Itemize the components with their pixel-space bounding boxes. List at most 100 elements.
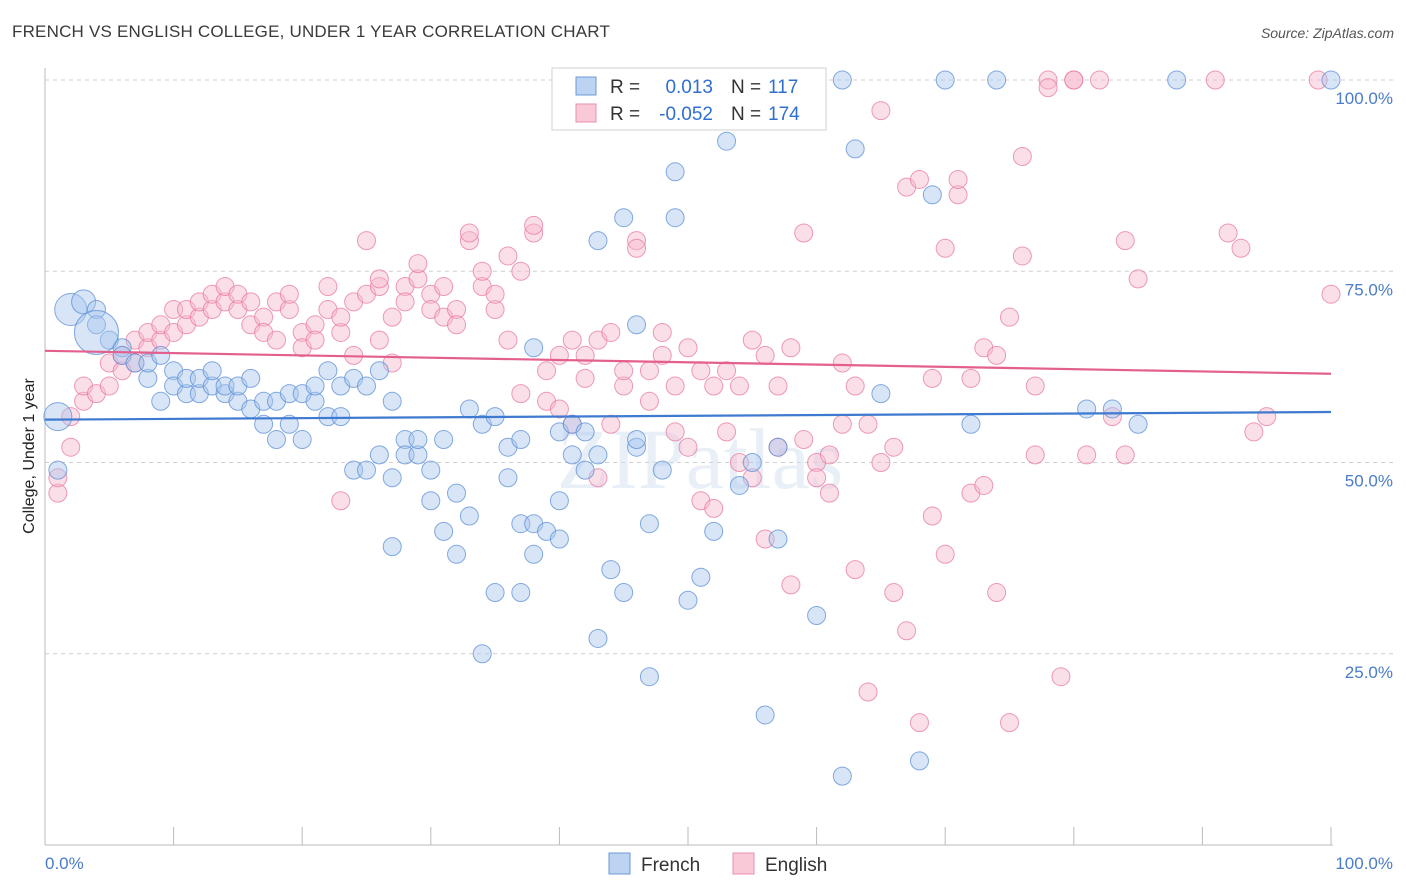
french-point: [73, 309, 119, 355]
english-point: [447, 315, 467, 335]
french-point: [447, 483, 467, 503]
french-point: [382, 537, 402, 557]
english-point: [61, 437, 81, 457]
french-point: [832, 766, 852, 786]
english-point: [575, 368, 595, 388]
english-r-value: -0.052: [659, 104, 713, 125]
y-axis-label: College, Under 1 year: [21, 378, 38, 534]
french-point: [729, 475, 749, 495]
french-point: [549, 529, 569, 549]
french-point: [1321, 70, 1341, 90]
french-point: [86, 300, 106, 319]
english-point: [742, 330, 762, 350]
french-point: [54, 293, 88, 326]
x-ticks: [44, 827, 1332, 845]
english-point: [974, 475, 994, 495]
english-point: [845, 560, 865, 580]
french-point: [845, 139, 865, 159]
french-point: [357, 460, 376, 480]
english-point: [832, 353, 852, 373]
french-point: [639, 667, 659, 687]
english-point: [717, 361, 737, 381]
english-point: [1038, 70, 1058, 90]
english-point: [305, 315, 325, 335]
legend-french-swatch: [608, 852, 631, 875]
english-point: [1038, 78, 1058, 98]
french-point: [357, 376, 376, 396]
english-point: [922, 506, 942, 526]
english-point: [254, 307, 274, 327]
french-point: [627, 315, 647, 335]
english-point: [459, 223, 479, 243]
french-point: [382, 391, 402, 411]
french-point: [588, 231, 608, 251]
english-point: [99, 376, 119, 396]
french-point: [434, 430, 454, 450]
french-point: [331, 407, 351, 427]
english-point: [472, 261, 492, 281]
french-point: [562, 445, 582, 465]
english-point: [871, 453, 891, 472]
english-point: [357, 231, 376, 251]
french-point: [86, 315, 106, 335]
english-point: [961, 368, 981, 388]
y-tick-label: 100.0%: [1335, 89, 1393, 108]
english-point: [652, 322, 672, 342]
english-point: [575, 345, 595, 365]
english-point: [832, 414, 852, 434]
french-point: [575, 460, 595, 480]
french-point: [922, 185, 942, 205]
english-point: [614, 361, 634, 381]
english-point: [1321, 284, 1341, 304]
french-point: [678, 590, 698, 610]
english-point: [935, 238, 955, 258]
english-point: [1244, 422, 1264, 442]
english-point: [305, 330, 325, 350]
english-point: [665, 376, 685, 396]
english-point: [1128, 269, 1148, 289]
french-point: [549, 491, 569, 511]
english-point: [909, 713, 929, 733]
french-point: [755, 705, 775, 725]
english-point: [266, 330, 286, 350]
french-point: [369, 361, 389, 381]
english-point: [1077, 445, 1097, 465]
english-point: [369, 277, 389, 297]
french-swatch: [575, 76, 597, 96]
english-point: [781, 338, 801, 358]
english-point: [369, 330, 389, 350]
english-point: [652, 345, 672, 365]
french-points: [43, 70, 1341, 786]
english-point: [369, 269, 389, 289]
french-point: [909, 751, 929, 771]
english-point: [331, 322, 351, 342]
french-point: [421, 460, 441, 480]
stats-legend: R = 0.013 N = 117 R = -0.052 N = 174: [551, 67, 827, 131]
english-point: [498, 330, 518, 350]
french-point: [614, 583, 634, 603]
french-point: [665, 208, 685, 228]
english-point: [1231, 238, 1251, 258]
english-point: [408, 269, 428, 289]
english-point: [704, 498, 724, 518]
french-point: [627, 437, 647, 457]
gridlines: [45, 79, 1393, 655]
french-point: [1167, 70, 1187, 90]
french-point: [305, 391, 325, 411]
english-point: [884, 583, 904, 603]
french-point: [768, 437, 788, 457]
french-point: [614, 208, 634, 228]
english-point: [241, 292, 261, 312]
english-point: [639, 361, 659, 381]
english-point: [1051, 667, 1071, 687]
french-r-label: R =: [610, 77, 640, 98]
french-point: [382, 468, 402, 488]
french-trend-line: [44, 410, 1332, 421]
french-point: [266, 430, 286, 450]
english-point: [434, 277, 454, 297]
french-point: [511, 430, 531, 450]
english-point: [549, 399, 569, 419]
english-point: [395, 292, 415, 312]
english-point: [447, 300, 467, 319]
